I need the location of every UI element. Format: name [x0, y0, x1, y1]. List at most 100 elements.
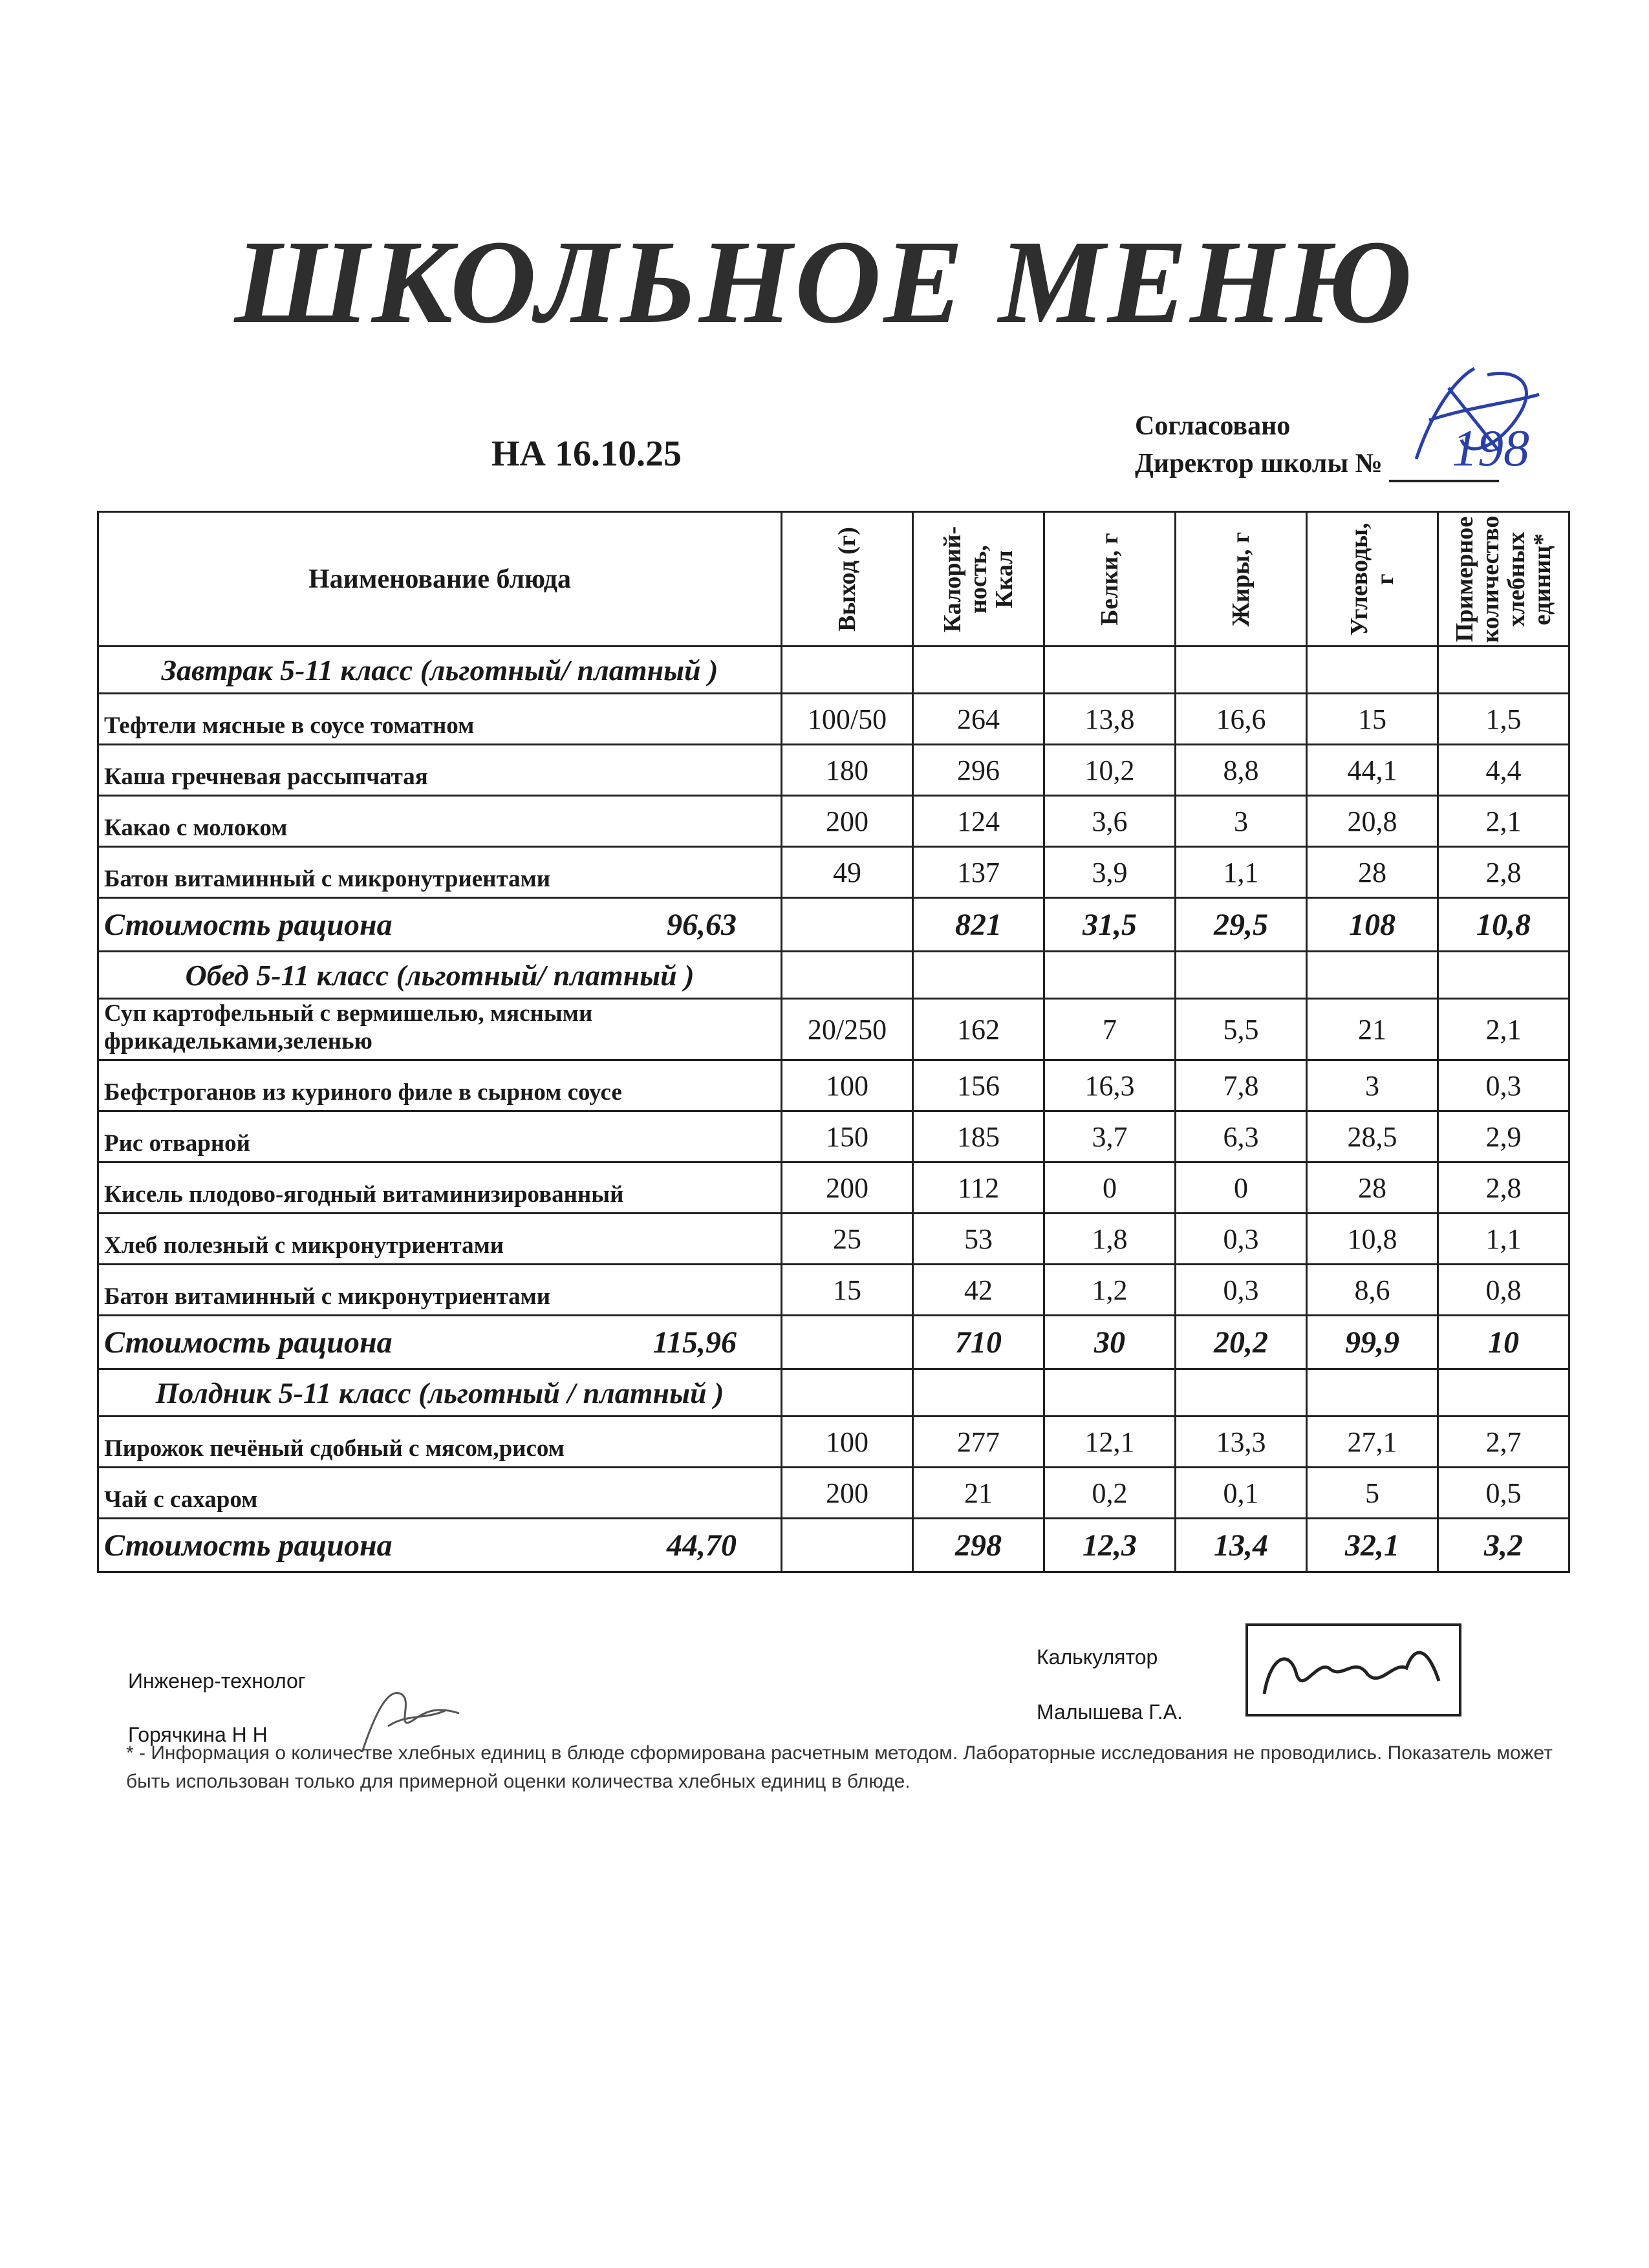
cell-value: 16,6 [1174, 692, 1308, 745]
cell-value: 21 [912, 1466, 1045, 1519]
cell-value: 15 [781, 1263, 914, 1316]
cell-value: 12,1 [1043, 1415, 1176, 1468]
dish-name: Какао с молоком [97, 795, 782, 848]
empty-cell [1306, 645, 1439, 694]
cell-value: 100/50 [781, 692, 914, 745]
table-row: Чай с сахаром 200 21 0,2 0,1 5 0,5 [97, 1466, 1570, 1519]
empty-cell [1174, 1368, 1308, 1417]
cell-value: 100 [781, 1415, 914, 1468]
cell-value: 2,9 [1437, 1110, 1570, 1163]
dish-name: Пирожок печёный сдобный с мясом,рисом [97, 1415, 782, 1468]
page-title: ШКОЛЬНОЕ МЕНЮ [234, 216, 1415, 348]
dish-name: Кисель плодово-ягодный витаминизированны… [97, 1161, 782, 1214]
dish-name: Рис отварной [97, 1110, 782, 1163]
dish-name: Бефстроганов из куриного филе в сырном с… [97, 1059, 782, 1112]
total-value: 821 [912, 897, 1045, 952]
cell-value: 0,3 [1174, 1212, 1308, 1265]
total-label: Стоимость рациона [104, 907, 393, 942]
table-row: Каша гречневая рассыпчатая 180 296 10,2 8,8 4… [97, 744, 1570, 797]
cell-value: 112 [912, 1161, 1045, 1214]
column-header-label: Выход (г) [834, 526, 861, 632]
cell-value: 3 [1306, 1059, 1439, 1112]
empty-cell [1306, 950, 1439, 1000]
dish-name: Тефтели мясные в соусе томатном [97, 692, 782, 745]
empty-cell [912, 1368, 1045, 1417]
svg-text:198: 198 [1452, 420, 1529, 477]
cell-value: 2,1 [1437, 795, 1570, 848]
cell-value: 1,1 [1174, 846, 1308, 899]
cell-value: 2,8 [1437, 1161, 1570, 1214]
total-label-cell: Стоимость рациона 44,70 [97, 1517, 782, 1573]
cell-value: 10,2 [1043, 744, 1176, 797]
column-header: Примерное количество хлебных единиц* [1437, 511, 1570, 647]
cell-value: 180 [781, 744, 914, 797]
cell-value: 0 [1043, 1161, 1176, 1214]
cell-value: 5,5 [1174, 998, 1308, 1061]
cell-value: 100 [781, 1059, 914, 1112]
table-row: Какао с молоком 200 124 3,6 3 20,8 2,1 [97, 795, 1570, 848]
empty-cell [912, 645, 1045, 694]
empty-cell [1437, 950, 1570, 1000]
cell-value: 3,9 [1043, 846, 1176, 899]
dish-name: Каша гречневая рассыпчатая [97, 744, 782, 797]
cell-value: 0,2 [1043, 1466, 1176, 1519]
cell-value: 8,6 [1306, 1263, 1439, 1316]
total-label-cell: Стоимость рациона 115,96 [97, 1314, 782, 1370]
total-value: 3,2 [1437, 1517, 1570, 1573]
section-title: Полдник 5-11 класс (льготный / платный ) [97, 1368, 782, 1417]
empty-cell [781, 897, 914, 952]
cell-value: 15 [1306, 692, 1439, 745]
cell-value: 20,8 [1306, 795, 1439, 848]
table-row: Суп картофельный с вермишелью, мясными ф… [97, 998, 1570, 1061]
column-header-label: Углеводы, г [1346, 522, 1399, 636]
total-value: 12,3 [1043, 1517, 1176, 1573]
cell-value: 2,8 [1437, 846, 1570, 899]
empty-cell [781, 1517, 914, 1573]
cell-value: 200 [781, 795, 914, 848]
cell-value: 2,7 [1437, 1415, 1570, 1468]
table-row: Тефтели мясные в соусе томатном 100/50 264… [97, 692, 1570, 745]
approval-block: Согласовано Директор школы № [1135, 407, 1500, 482]
total-row: Стоимость рациона 96,63 821 31,5 29,5 108 10,8 [97, 897, 1570, 952]
cell-value: 0,8 [1437, 1263, 1570, 1316]
cell-value: 3,7 [1043, 1110, 1176, 1163]
cell-value: 4,4 [1437, 744, 1570, 797]
total-value: 31,5 [1043, 897, 1176, 952]
section-title: Обед 5-11 класс (льготный/ платный ) [97, 950, 782, 1000]
empty-cell [781, 1368, 914, 1417]
engineer-name: Горячкина Н Н [128, 1723, 268, 1746]
table-row: Бефстроганов из куриного филе в сырном с… [97, 1059, 1570, 1112]
column-header: Калорий-ность, Ккал [912, 511, 1045, 647]
total-value: 29,5 [1174, 897, 1308, 952]
cell-value: 25 [781, 1212, 914, 1265]
cell-value: 6,3 [1174, 1110, 1308, 1163]
director-label: Директор школы № [1135, 449, 1383, 478]
section-row: Обед 5-11 класс (льготный/ платный ) [97, 950, 1570, 1000]
ration-cost: 96,63 [667, 907, 737, 942]
cell-value: 8,8 [1174, 744, 1308, 797]
calculator-signature [1245, 1623, 1461, 1717]
column-header: Жиры, г [1174, 511, 1308, 647]
cell-value: 296 [912, 744, 1045, 797]
cell-value: 3,6 [1043, 795, 1176, 848]
cell-value: 44,1 [1306, 744, 1439, 797]
table-row: Хлеб полезный с микронутриентами 25 53 1,8 0… [97, 1212, 1570, 1265]
column-header: Белки, г [1043, 511, 1176, 647]
cell-value: 20/250 [781, 998, 914, 1061]
column-header-label: Калорий-ность, Ккал [939, 526, 1018, 632]
approval-label: Согласовано [1135, 411, 1291, 441]
cell-value: 28 [1306, 1161, 1439, 1214]
cell-value: 200 [781, 1161, 914, 1214]
dish-name: Батон витаминный с микронутриентами [97, 846, 782, 899]
cell-value: 2,1 [1437, 998, 1570, 1061]
cell-value: 0,3 [1174, 1263, 1308, 1316]
total-value: 13,4 [1174, 1517, 1308, 1573]
total-value: 298 [912, 1517, 1045, 1573]
table-row: Батон витаминный с микронутриентами 15 42 1… [97, 1263, 1570, 1316]
total-label: Стоимость рациона [104, 1325, 393, 1360]
cell-value: 0,5 [1437, 1466, 1570, 1519]
cell-value: 1,1 [1437, 1212, 1570, 1265]
empty-cell [1043, 950, 1176, 1000]
cell-value: 27,1 [1306, 1415, 1439, 1468]
cell-value: 53 [912, 1212, 1045, 1265]
